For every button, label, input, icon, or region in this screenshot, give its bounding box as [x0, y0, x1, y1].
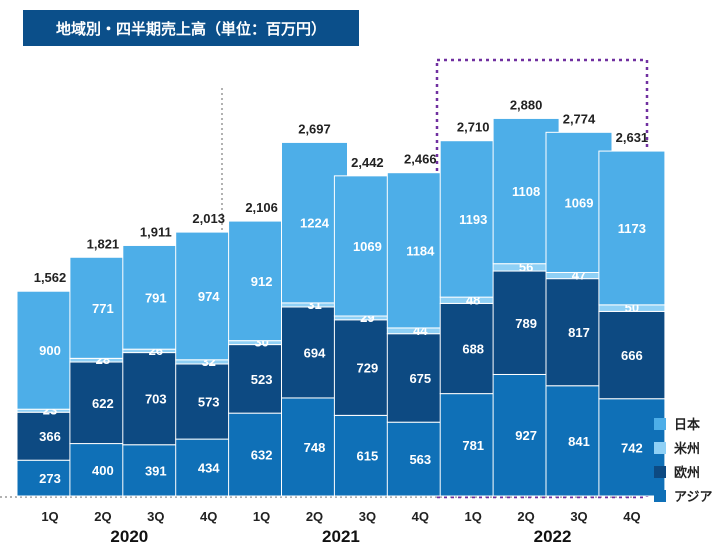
data-label-アジア: 927 — [515, 428, 537, 443]
total-label: 1,911 — [140, 224, 172, 239]
total-label: 2,466 — [404, 152, 437, 167]
data-label-アジア: 742 — [621, 440, 643, 455]
x-tick-label: 2Q — [517, 509, 534, 524]
data-label-日本: 1224 — [300, 216, 330, 231]
data-label-日本: 1193 — [459, 212, 487, 227]
data-label-アジア: 391 — [145, 463, 167, 478]
legend-label-日本: 日本 — [674, 417, 700, 433]
data-label-日本: 974 — [198, 289, 220, 304]
data-label-欧州: 675 — [409, 371, 431, 386]
x-tick-label: 2Q — [94, 509, 111, 524]
data-label-欧州: 366 — [39, 429, 61, 444]
data-label-欧州: 694 — [304, 345, 326, 360]
data-label-日本: 1069 — [565, 195, 594, 210]
data-label-日本: 771 — [92, 301, 114, 316]
legend-swatch-アジア — [654, 490, 666, 502]
total-label: 2,106 — [245, 200, 278, 215]
x-tick-label: 4Q — [412, 509, 429, 524]
bar-segment-日本 — [598, 150, 666, 306]
legend-swatch-米州 — [654, 442, 666, 454]
x-tick-label: 3Q — [359, 509, 376, 524]
legend-label-アジア: アジア — [674, 490, 712, 505]
data-label-アジア: 273 — [39, 471, 61, 486]
year-label: 2022 — [534, 527, 572, 546]
data-label-日本: 1069 — [353, 239, 382, 254]
legend-label-欧州: 欧州 — [674, 465, 700, 481]
data-label-アジア: 434 — [198, 461, 220, 476]
total-label: 2,442 — [351, 155, 384, 170]
data-label-欧州: 622 — [92, 396, 114, 411]
data-label-欧州: 523 — [251, 372, 273, 387]
data-label-日本: 1184 — [406, 243, 435, 258]
data-label-欧州: 666 — [621, 348, 643, 363]
data-label-欧州: 688 — [462, 342, 484, 357]
data-label-アジア: 400 — [92, 463, 114, 478]
x-tick-label: 1Q — [253, 509, 270, 524]
bar-segment-欧州 — [598, 310, 666, 400]
total-label: 1,562 — [34, 270, 67, 285]
data-label-日本: 791 — [145, 290, 167, 305]
data-label-欧州: 573 — [198, 395, 220, 410]
legend-swatch-欧州 — [654, 466, 666, 478]
data-label-日本: 1108 — [512, 184, 540, 199]
x-tick-label: 4Q — [200, 509, 217, 524]
data-label-欧州: 729 — [357, 361, 379, 376]
total-label: 2,880 — [510, 97, 543, 112]
data-label-アジア: 563 — [409, 452, 431, 467]
data-label-日本: 912 — [251, 274, 273, 289]
chart-title: 地域別・四半期売上高（単位：百万円） — [23, 10, 359, 46]
total-label: 1,821 — [87, 236, 120, 251]
legend-label-米州: 米州 — [674, 441, 700, 457]
x-tick-label: 3Q — [147, 509, 164, 524]
total-label: 2,631 — [616, 130, 649, 145]
data-label-日本: 900 — [39, 343, 61, 358]
year-label: 2020 — [110, 527, 148, 546]
data-label-アジア: 632 — [251, 448, 273, 463]
x-tick-label: 3Q — [570, 509, 587, 524]
data-label-アジア: 615 — [357, 449, 379, 464]
data-label-アジア: 841 — [568, 434, 590, 449]
data-label-日本: 1173 — [618, 221, 646, 236]
total-label: 2,774 — [563, 111, 596, 126]
data-label-アジア: 748 — [304, 440, 326, 455]
total-label: 2,710 — [457, 120, 490, 135]
data-label-アジア: 781 — [462, 438, 484, 453]
x-tick-label: 1Q — [465, 509, 482, 524]
data-label-欧州: 703 — [145, 392, 167, 407]
data-label-欧州: 789 — [515, 316, 537, 331]
x-tick-label: 4Q — [623, 509, 640, 524]
x-tick-label: 2Q — [306, 509, 323, 524]
x-tick-label: 1Q — [41, 509, 58, 524]
year-label: 2021 — [322, 527, 360, 546]
total-label: 2,013 — [192, 211, 225, 226]
data-label-欧州: 817 — [568, 325, 590, 340]
legend-swatch-日本 — [654, 418, 666, 430]
total-label: 2,697 — [298, 121, 331, 136]
